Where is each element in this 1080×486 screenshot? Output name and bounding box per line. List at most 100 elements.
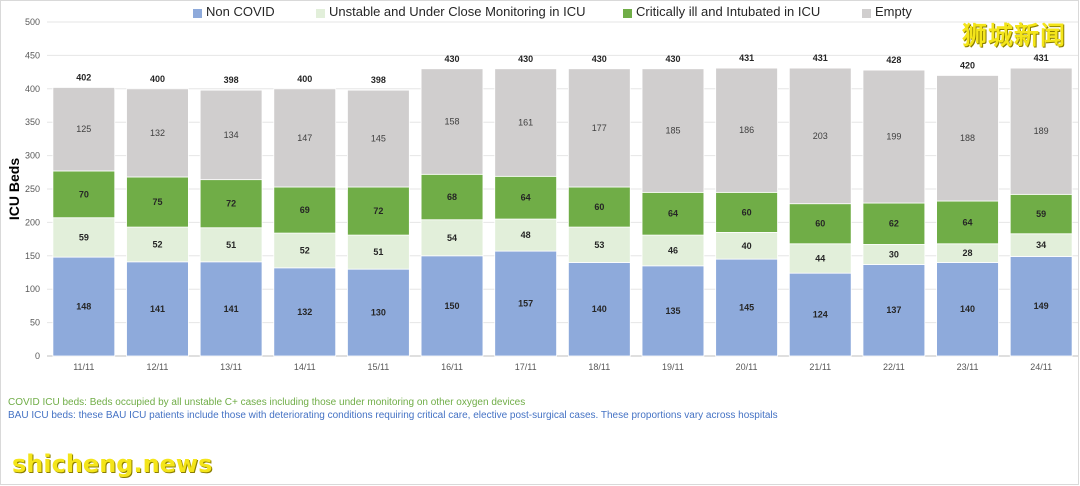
data-label: 59 — [79, 232, 89, 242]
bar-segment — [715, 258, 778, 357]
data-label: 64 — [668, 209, 678, 219]
bar-segment — [199, 179, 263, 229]
data-label: 186 — [739, 125, 754, 135]
bar-segment — [199, 227, 263, 263]
bar-segment — [494, 68, 558, 177]
data-label: 51 — [226, 240, 236, 250]
data-label: 189 — [1034, 126, 1049, 136]
total-label: 430 — [518, 54, 533, 64]
data-label: 134 — [224, 130, 239, 140]
data-label: 158 — [445, 117, 460, 127]
legend-swatch-unstable — [316, 9, 325, 18]
watermark-site-logo: shicheng.news — [12, 450, 213, 478]
bar-segment — [788, 67, 852, 205]
data-label: 70 — [79, 189, 89, 199]
bar-segment — [936, 75, 999, 202]
bar-segment — [52, 87, 116, 172]
y-tick-label: 250 — [25, 184, 40, 194]
total-label: 400 — [297, 74, 312, 84]
data-label: 59 — [1036, 209, 1046, 219]
bar-segment — [347, 234, 410, 270]
data-label: 52 — [152, 239, 162, 249]
data-label: 177 — [592, 123, 607, 133]
bar-segment — [273, 232, 337, 269]
x-tick-label: 22/11 — [883, 362, 905, 372]
data-label: 135 — [665, 306, 680, 316]
bar-segment — [936, 200, 999, 245]
data-label: 40 — [742, 241, 752, 251]
total-label: 431 — [1034, 53, 1049, 63]
data-label: 147 — [297, 133, 312, 143]
bar-segment — [494, 175, 558, 220]
total-label: 430 — [592, 54, 607, 64]
x-tick-label: 13/11 — [220, 362, 242, 372]
data-label: 125 — [76, 124, 91, 134]
x-tick-label: 24/11 — [1030, 362, 1052, 372]
data-label: 124 — [813, 310, 828, 320]
x-tick-label: 19/11 — [662, 362, 684, 372]
watermark-chinese-logo: 狮城新闻 — [961, 21, 1066, 50]
bar-segment — [567, 226, 631, 263]
data-label: 72 — [373, 206, 383, 216]
data-label: 185 — [665, 126, 680, 136]
y-tick-label: 350 — [25, 117, 40, 127]
data-label: 149 — [1034, 301, 1049, 311]
total-label: 400 — [150, 74, 165, 84]
y-tick-label: 400 — [25, 84, 40, 94]
total-label: 428 — [886, 55, 901, 65]
data-label: 60 — [815, 219, 825, 229]
x-tick-label: 20/11 — [736, 362, 758, 372]
data-label: 46 — [668, 245, 678, 255]
x-tick-label: 16/11 — [441, 362, 463, 372]
y-tick-label: 0 — [35, 351, 40, 361]
legend-label-critical: Critically ill and Intubated in ICU — [636, 4, 821, 19]
bar-segment — [567, 262, 631, 357]
bar-segment — [567, 68, 631, 188]
y-tick-label: 450 — [25, 50, 40, 60]
bar-segment — [347, 89, 410, 188]
data-label: 148 — [76, 302, 91, 312]
data-label: 161 — [518, 118, 533, 128]
bar-segment — [126, 261, 189, 357]
data-label: 60 — [594, 202, 604, 212]
legend-label-non-covid: Non COVID — [206, 4, 275, 19]
data-label: 203 — [813, 131, 828, 141]
y-tick-label: 200 — [25, 217, 40, 227]
y-tick-label: 300 — [25, 151, 40, 161]
legend-swatch-empty — [862, 9, 871, 18]
bar-segment — [788, 243, 852, 274]
x-tick-label: 18/11 — [588, 362, 610, 372]
bar-segment — [420, 219, 484, 257]
bar-segment — [641, 68, 705, 193]
data-label: 34 — [1036, 240, 1046, 250]
legend-label-unstable: Unstable and Under Close Monitoring in I… — [329, 4, 586, 19]
data-label: 141 — [224, 304, 239, 314]
bar-segment — [494, 250, 558, 357]
y-tick-label: 50 — [30, 318, 40, 328]
bar-segment — [273, 186, 337, 234]
bar-segment — [199, 261, 263, 357]
data-label: 52 — [300, 245, 310, 255]
bar-segment — [420, 255, 484, 357]
bar-segment — [199, 89, 263, 181]
stacked-bar-chart: 0 50 100 150 200 250 300 350 400 450 500 ICU Beds 14… — [6, 17, 1078, 372]
bar-segment — [641, 265, 705, 357]
y-tick-label: 100 — [25, 284, 40, 294]
legend-swatch-critical — [623, 9, 632, 18]
x-tick-label: 23/11 — [957, 362, 979, 372]
data-label: 132 — [150, 128, 165, 138]
bar-segment — [347, 186, 410, 236]
data-label: 53 — [594, 240, 604, 250]
x-tick-label: 12/11 — [147, 362, 169, 372]
bar-segment — [715, 191, 778, 233]
data-label: 64 — [521, 193, 531, 203]
data-label: 72 — [226, 199, 236, 209]
data-label: 140 — [960, 304, 975, 314]
data-label: 28 — [963, 248, 973, 258]
x-tick-label: 17/11 — [515, 362, 537, 372]
bar-segment — [1009, 193, 1073, 235]
total-label: 430 — [445, 54, 460, 64]
bar-segment — [862, 69, 926, 204]
bar-segment — [273, 267, 337, 357]
bar-segment — [52, 217, 116, 258]
